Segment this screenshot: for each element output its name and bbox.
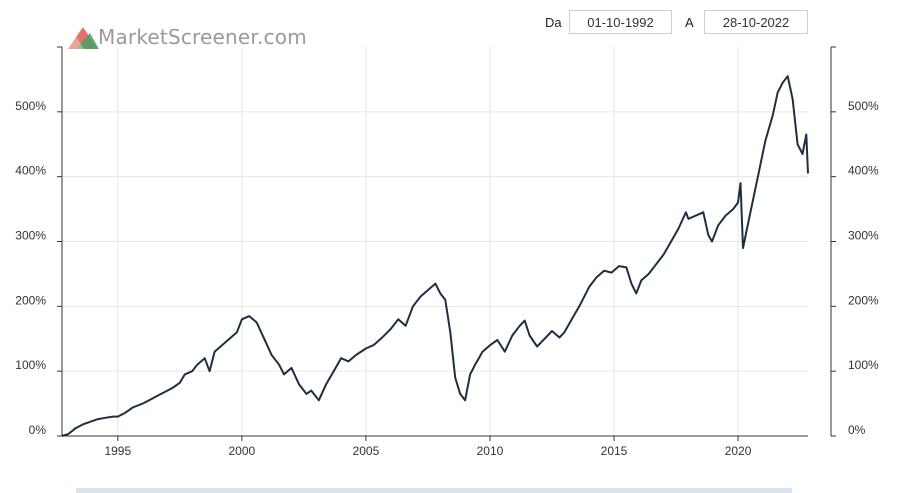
chart-grid [62, 47, 808, 436]
y-tick-label-right: 300% [848, 229, 879, 243]
x-tick-label: 2000 [229, 444, 256, 458]
x-tick-label: 2010 [477, 444, 504, 458]
x-tick-label: 2015 [601, 444, 628, 458]
y-tick-label-right: 400% [848, 164, 879, 178]
from-label: Da [545, 15, 562, 30]
y-tick-label-right: 100% [848, 358, 879, 372]
y-tick-label-left: 0% [29, 423, 47, 437]
logo-text: MarketScreener.com [98, 25, 307, 49]
y-tick-label-right: 500% [848, 99, 879, 113]
logo-mark-icon [68, 27, 99, 49]
x-tick-label: 2020 [725, 444, 752, 458]
series-line [61, 75, 809, 437]
y-tick-label-left: 300% [15, 229, 46, 243]
y-tick-label-left: 100% [15, 358, 46, 372]
marketscreener-logo: MarketScreener.com [66, 22, 307, 52]
to-label: A [685, 15, 694, 30]
y-tick-label-left: 400% [15, 164, 46, 178]
chart-series [61, 75, 809, 437]
chart-ticks: 0% 0% 100% 100% 200% 200% 300% 300% 400% 400% 500%… [15, 46, 879, 458]
x-tick-label: 1995 [104, 444, 131, 458]
to-date-input[interactable]: 28-10-2022 [704, 10, 808, 34]
y-tick-label-left: 500% [15, 99, 46, 113]
y-tick-label-right: 0% [848, 423, 866, 437]
from-date-input[interactable]: 01-10-1992 [569, 10, 672, 34]
y-tick-label-right: 200% [848, 293, 879, 307]
x-tick-label: 2005 [353, 444, 380, 458]
y-tick-label-left: 200% [15, 293, 46, 307]
navigator-bar[interactable] [76, 488, 792, 493]
